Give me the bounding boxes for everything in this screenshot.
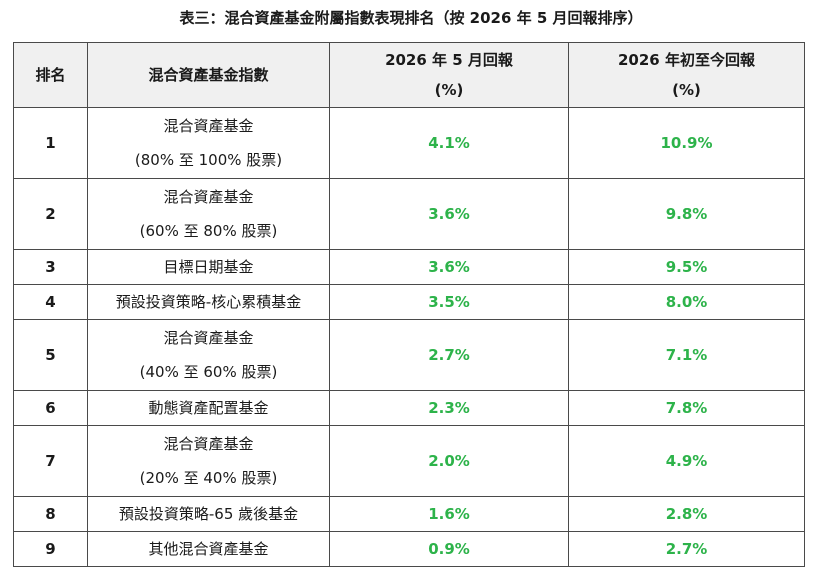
table-row: 5 混合資產基金 (40% 至 60% 股票) 2.7% 7.1% (13, 319, 805, 391)
table-row: 3 目標日期基金 3.6% 9.5% (13, 249, 805, 285)
table-row: 2 混合資產基金 (60% 至 80% 股票) 3.6% 9.8% (13, 178, 805, 250)
header-may-return: 2026 年 5 月回報 (%) (329, 42, 569, 108)
header-ytd-return: 2026 年初至今回報 (%) (568, 42, 805, 108)
ytd-return-cell: 2.8% (568, 496, 805, 532)
table-title: 表三：混合資產基金附屬指數表現排名（按 2026 年 5 月回報排序） (179, 9, 643, 27)
rank-cell: 6 (13, 390, 88, 426)
ytd-return-cell: 9.8% (568, 178, 805, 250)
rank-cell: 7 (13, 425, 88, 497)
index-name-cell: 混合資產基金 (40% 至 60% 股票) (87, 319, 330, 391)
rank-cell: 1 (13, 107, 88, 179)
ytd-return-cell: 7.1% (568, 319, 805, 391)
header-index-label: 混合資產基金指數 (148, 66, 269, 84)
index-name: 預設投資策略-65 歲後基金 (118, 505, 299, 523)
ytd-return-cell: 7.8% (568, 390, 805, 426)
index-name-cell: 目標日期基金 (87, 249, 330, 285)
ranking-table: 排名 混合資產基金指數 2026 年 5 月回報 (%) 2026 年初至今回報… (13, 42, 805, 567)
may-return-cell: 3.6% (329, 178, 569, 250)
index-name-cell: 混合資產基金 (80% 至 100% 股票) (87, 107, 330, 179)
ytd-return-cell: 10.9% (568, 107, 805, 179)
ytd-return-cell: 4.9% (568, 425, 805, 497)
may-return-cell: 3.5% (329, 284, 569, 320)
index-name: 混合資產基金 (163, 188, 254, 206)
rank-cell: 9 (13, 531, 88, 567)
header-ytd-return-unit: (%) (672, 81, 701, 99)
header-index: 混合資產基金指數 (87, 42, 330, 108)
index-name: 混合資產基金 (163, 435, 254, 453)
ytd-return-cell: 8.0% (568, 284, 805, 320)
index-name-cell: 混合資產基金 (60% 至 80% 股票) (87, 178, 330, 250)
index-name-cell: 預設投資策略-65 歲後基金 (87, 496, 330, 532)
table-row: 8 預設投資策略-65 歲後基金 1.6% 2.8% (13, 496, 805, 532)
table-row: 4 預設投資策略-核心累積基金 3.5% 8.0% (13, 284, 805, 320)
header-may-return-unit: (%) (434, 81, 464, 99)
rank-cell: 2 (13, 178, 88, 250)
rank-cell: 4 (13, 284, 88, 320)
table-row: 1 混合資產基金 (80% 至 100% 股票) 4.1% 10.9% (13, 107, 805, 179)
header-rank: 排名 (13, 42, 88, 108)
index-name-detail: (40% 至 60% 股票) (139, 363, 278, 381)
table-row: 6 動態資產配置基金 2.3% 7.8% (13, 390, 805, 426)
index-name: 預設投資策略-核心累積基金 (115, 293, 302, 311)
index-name-cell: 預設投資策略-核心累積基金 (87, 284, 330, 320)
index-name: 動態資產配置基金 (148, 399, 269, 417)
may-return-cell: 1.6% (329, 496, 569, 532)
rank-cell: 5 (13, 319, 88, 391)
index-name-cell: 動態資產配置基金 (87, 390, 330, 426)
index-name: 目標日期基金 (163, 258, 254, 276)
index-name-detail: (60% 至 80% 股票) (139, 222, 278, 240)
table-row: 9 其他混合資產基金 0.9% 2.7% (13, 531, 805, 567)
index-name: 其他混合資產基金 (148, 540, 269, 558)
may-return-cell: 4.1% (329, 107, 569, 179)
header-row: 排名 混合資產基金指數 2026 年 5 月回報 (%) 2026 年初至今回報… (13, 42, 805, 108)
index-name-detail: (20% 至 40% 股票) (139, 469, 278, 487)
may-return-cell: 2.7% (329, 319, 569, 391)
may-return-cell: 2.0% (329, 425, 569, 497)
may-return-cell: 2.3% (329, 390, 569, 426)
table-row: 7 混合資產基金 (20% 至 40% 股票) 2.0% 4.9% (13, 425, 805, 497)
header-ytd-return-label: 2026 年初至今回報 (618, 51, 755, 69)
ytd-return-cell: 9.5% (568, 249, 805, 285)
may-return-cell: 3.6% (329, 249, 569, 285)
rank-cell: 3 (13, 249, 88, 285)
ytd-return-cell: 2.7% (568, 531, 805, 567)
index-name: 混合資產基金 (163, 329, 254, 347)
index-name-cell: 混合資產基金 (20% 至 40% 股票) (87, 425, 330, 497)
header-rank-label: 排名 (35, 66, 66, 84)
may-return-cell: 0.9% (329, 531, 569, 567)
rank-cell: 8 (13, 496, 88, 532)
index-name: 混合資產基金 (163, 117, 254, 135)
header-may-return-label: 2026 年 5 月回報 (385, 51, 513, 69)
index-name-detail: (80% 至 100% 股票) (134, 151, 283, 169)
index-name-cell: 其他混合資產基金 (87, 531, 330, 567)
